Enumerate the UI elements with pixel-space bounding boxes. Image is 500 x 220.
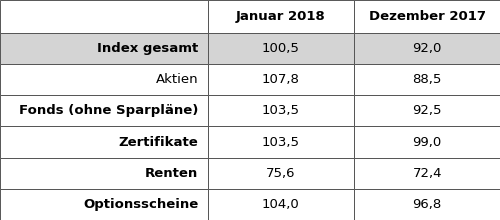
Text: Fonds (ohne Sparpläne): Fonds (ohne Sparpläne)	[19, 104, 199, 117]
Bar	[208, 64, 354, 95]
Text: 92,0: 92,0	[412, 42, 442, 55]
Text: Dezember 2017: Dezember 2017	[368, 10, 486, 23]
Bar	[354, 33, 500, 64]
Bar	[0, 33, 208, 64]
Bar	[208, 95, 354, 126]
Bar	[0, 158, 208, 189]
Text: 88,5: 88,5	[412, 73, 442, 86]
Bar	[208, 33, 354, 64]
Text: 99,0: 99,0	[412, 136, 442, 149]
Bar	[208, 0, 354, 33]
Bar	[354, 0, 500, 33]
Text: 72,4: 72,4	[412, 167, 442, 180]
Bar	[0, 126, 208, 158]
Text: 96,8: 96,8	[412, 198, 442, 211]
Bar	[354, 126, 500, 158]
Bar	[354, 95, 500, 126]
Bar	[208, 158, 354, 189]
Text: 103,5: 103,5	[262, 104, 300, 117]
Bar	[354, 158, 500, 189]
Bar	[354, 64, 500, 95]
Text: 75,6: 75,6	[266, 167, 296, 180]
Text: Zertifikate: Zertifikate	[118, 136, 198, 149]
Text: 100,5: 100,5	[262, 42, 300, 55]
Bar	[208, 126, 354, 158]
Text: Optionsscheine: Optionsscheine	[83, 198, 198, 211]
Text: 92,5: 92,5	[412, 104, 442, 117]
Bar	[0, 95, 208, 126]
Bar	[208, 189, 354, 220]
Text: 104,0: 104,0	[262, 198, 300, 211]
Bar	[0, 0, 208, 33]
Text: Index gesamt: Index gesamt	[97, 42, 198, 55]
Text: Aktien: Aktien	[156, 73, 198, 86]
Bar	[0, 64, 208, 95]
Text: Renten: Renten	[145, 167, 199, 180]
Text: 107,8: 107,8	[262, 73, 300, 86]
Text: 103,5: 103,5	[262, 136, 300, 149]
Bar	[354, 189, 500, 220]
Text: Januar 2018: Januar 2018	[236, 10, 326, 23]
Bar	[0, 189, 208, 220]
